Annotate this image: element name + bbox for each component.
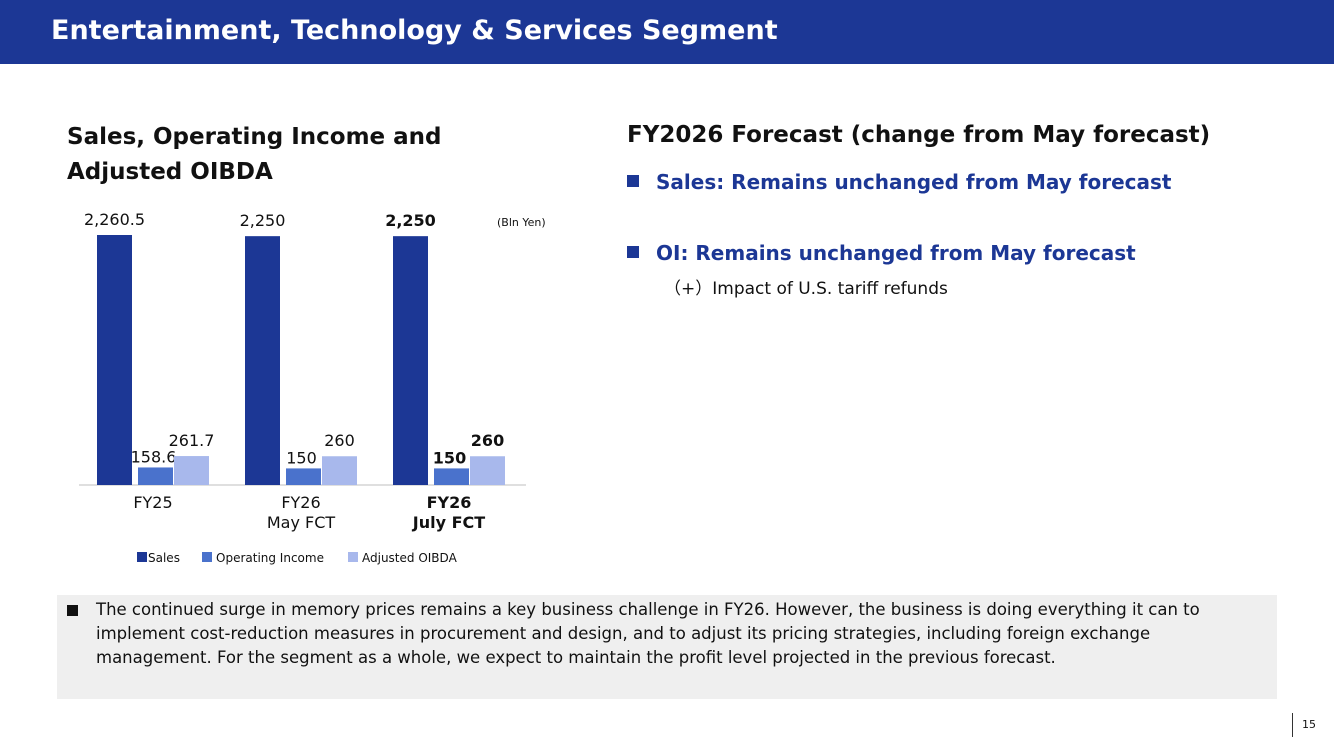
data-label: 2,260.5 <box>84 210 145 229</box>
data-label: 158.6 <box>131 447 177 466</box>
bar-adjusted-oibda <box>470 456 505 485</box>
page-number: 15 <box>1292 713 1316 737</box>
note-box: The continued surge in memory prices rem… <box>57 595 1277 699</box>
bullet-oi: OI: Remains unchanged from May forecast <box>627 241 1136 265</box>
unit-label: (Bln Yen) <box>497 216 546 229</box>
legend-label: Adjusted OIBDA <box>362 551 458 565</box>
category-label: FY26 <box>281 493 320 512</box>
category-label: FY26 <box>427 493 472 512</box>
bar-sales <box>97 235 132 485</box>
legend-label: Sales <box>148 551 180 565</box>
data-label: 260 <box>471 431 504 450</box>
data-label: 2,250 <box>240 211 286 230</box>
bar-operating-income <box>434 468 469 485</box>
forecast-title: FY2026 Forecast (change from May forecas… <box>627 122 1211 148</box>
bullet-square-icon <box>67 605 78 616</box>
oi-detail: （+）Impact of U.S. tariff refunds <box>664 279 948 299</box>
bullet-square-icon <box>627 246 639 258</box>
page-title: Entertainment, Technology & Services Seg… <box>51 15 778 46</box>
category-label: July FCT <box>412 513 486 532</box>
category-label: May FCT <box>267 513 336 532</box>
note-text: The continued surge in memory prices rem… <box>96 600 1200 667</box>
bullet-sales: Sales: Remains unchanged from May foreca… <box>627 170 1172 194</box>
bullet-square-icon <box>627 175 639 187</box>
bar-sales <box>245 236 280 485</box>
bar-operating-income <box>286 468 321 485</box>
category-label: FY25 <box>133 493 172 512</box>
bullet-sales-text: Sales: Remains unchanged from May foreca… <box>656 170 1172 194</box>
data-label: 150 <box>286 448 317 467</box>
data-label: 261.7 <box>169 431 215 450</box>
chart-title: Sales, Operating Income and Adjusted OIB… <box>67 120 547 190</box>
bar-adjusted-oibda <box>322 456 357 485</box>
data-label: 150 <box>433 448 466 467</box>
chart-title-line-2: Adjusted OIBDA <box>67 159 273 185</box>
legend-swatch <box>137 552 147 562</box>
bar-adjusted-oibda <box>174 456 209 485</box>
data-label: 2,250 <box>385 211 436 230</box>
bar-sales <box>393 236 428 485</box>
bar-operating-income <box>138 467 173 485</box>
legend-label: Operating Income <box>216 551 324 565</box>
data-label: 260 <box>324 431 355 450</box>
chart-title-line-1: Sales, Operating Income and <box>67 124 442 150</box>
header-bar: Entertainment, Technology & Services Seg… <box>0 0 1334 64</box>
legend-swatch <box>348 552 358 562</box>
legend-swatch <box>202 552 212 562</box>
bullet-oi-text: OI: Remains unchanged from May forecast <box>656 241 1136 265</box>
